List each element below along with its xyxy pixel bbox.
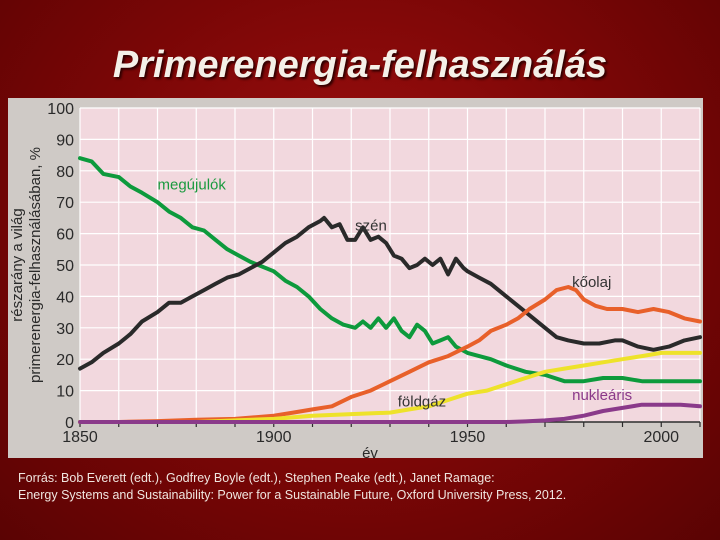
y-tick-label-80: 80 [56,164,74,181]
y-tick-label-40: 40 [56,289,74,306]
series-lines [78,156,702,424]
y-axis-label-line1: részarány a világ [9,208,26,321]
y-tick-label-0: 0 [65,415,74,432]
series-line-1 [78,215,702,371]
y-tick-label-90: 90 [56,132,74,149]
source-line-2: Energy Systems and Sustainability: Power… [18,488,567,502]
series-labels: megújulók szén kőolaj földgáz nukleáris [158,177,633,411]
line-chart: 0 10 20 30 40 50 60 70 80 90 100 1850 1900 1950 2000 m… [9,101,702,458]
source-citation: Forrás: Bob Everett (edt.), Godfrey Boyl… [18,470,708,504]
x-tick-label-1850: 1850 [62,429,98,446]
y-tick-label-30: 30 [56,321,74,338]
x-tick-label-1950: 1950 [450,429,486,446]
x-tick-label-2000: 2000 [643,429,679,446]
x-axis-label: év [362,445,378,458]
chart-panel: 0 10 20 30 40 50 60 70 80 90 100 1850 1900 1950 2000 m… [8,98,703,458]
series-line-4 [78,402,702,424]
y-axis-label-line2: primerenergia-felhasználásában, % [27,147,44,383]
series-line-2 [78,285,702,424]
y-tick-label-100: 100 [47,101,74,118]
grid [79,107,701,423]
series-label-3: földgáz [398,393,446,410]
series-label-4: nukleáris [572,387,632,404]
y-tick-label-50: 50 [56,258,74,275]
series-label-2: kőolaj [572,274,611,291]
y-tick-label-10: 10 [56,384,74,401]
y-tick-label-60: 60 [56,227,74,244]
source-line-1: Forrás: Bob Everett (edt.), Godfrey Boyl… [18,471,495,485]
y-tick-label-70: 70 [56,195,74,212]
series-label-1: szén [355,217,387,234]
series-line-3 [78,350,702,424]
slide-title: Primerenergia-felhasználás [112,44,608,86]
x-tick-label-1900: 1900 [256,429,292,446]
series-label-0: megújulók [158,177,227,194]
y-tick-label-20: 20 [56,352,74,369]
